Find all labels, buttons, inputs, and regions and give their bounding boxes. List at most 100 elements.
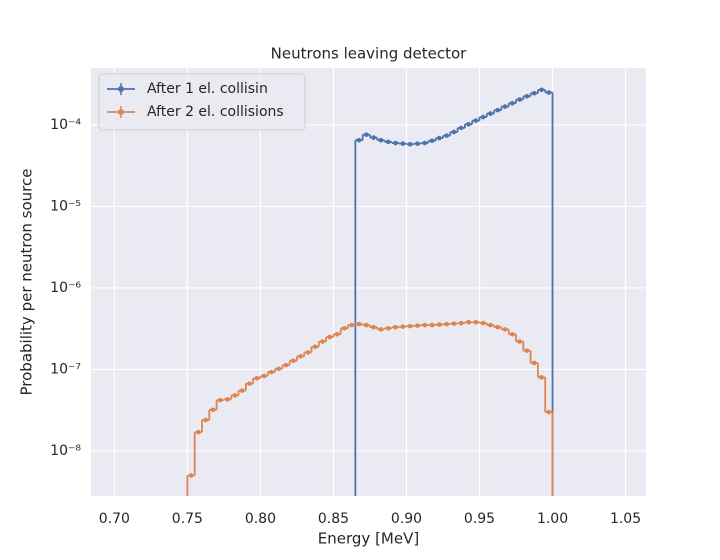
marker xyxy=(422,140,428,146)
marker xyxy=(422,322,428,328)
marker xyxy=(451,321,457,326)
marker xyxy=(217,397,223,403)
marker xyxy=(415,141,420,146)
marker xyxy=(305,350,311,355)
marker xyxy=(429,322,435,328)
marker xyxy=(510,100,515,106)
marker xyxy=(400,141,406,146)
x-tick-label: 0.90 xyxy=(391,511,422,527)
legend-label: After 2 el. collisions xyxy=(147,104,284,120)
marker xyxy=(429,138,435,144)
marker xyxy=(531,90,537,96)
marker xyxy=(188,473,194,478)
x-tick-label: 1.00 xyxy=(537,511,568,527)
x-tick-label: 0.75 xyxy=(172,511,203,527)
marker xyxy=(517,339,522,344)
marker xyxy=(531,360,537,366)
marker xyxy=(393,140,398,146)
marker xyxy=(385,325,391,331)
marker xyxy=(539,375,544,380)
marker xyxy=(298,353,303,359)
marker xyxy=(269,369,274,375)
marker xyxy=(196,429,201,435)
marker xyxy=(473,319,479,325)
marker xyxy=(393,324,398,330)
marker xyxy=(364,322,369,328)
marker xyxy=(232,393,238,398)
x-tick-label: 0.80 xyxy=(245,511,276,527)
marker xyxy=(342,325,347,331)
marker xyxy=(371,135,376,140)
x-tick-label: 0.70 xyxy=(99,511,130,527)
marker xyxy=(451,129,457,135)
marker xyxy=(495,107,501,113)
marker xyxy=(247,381,252,386)
legend-marker xyxy=(118,109,124,115)
marker xyxy=(356,137,362,143)
marker xyxy=(203,417,208,423)
marker xyxy=(466,319,471,325)
marker xyxy=(320,339,325,344)
legend-box xyxy=(98,73,306,131)
marker xyxy=(510,331,515,337)
marker xyxy=(546,409,552,415)
chart-title: Neutrons leaving detector xyxy=(271,45,468,63)
marker xyxy=(356,321,362,327)
marker xyxy=(480,114,486,120)
marker xyxy=(290,358,296,364)
marker xyxy=(539,87,544,93)
y-tick-label: 10⁻⁷ xyxy=(50,361,81,377)
marker xyxy=(407,323,413,329)
marker xyxy=(502,104,508,109)
marker xyxy=(334,331,340,337)
marker xyxy=(407,141,413,147)
marker xyxy=(502,327,508,332)
marker xyxy=(466,121,471,127)
marker xyxy=(444,133,449,138)
y-tick-label: 10⁻⁶ xyxy=(50,280,81,296)
marker xyxy=(371,324,376,330)
marker xyxy=(437,135,442,141)
marker xyxy=(283,362,289,368)
marker xyxy=(312,344,318,350)
x-tick-label: 0.95 xyxy=(464,511,495,527)
legend-marker xyxy=(118,86,124,92)
marker xyxy=(458,125,464,131)
marker xyxy=(261,373,267,379)
marker xyxy=(276,366,281,372)
marker xyxy=(517,97,522,102)
marker xyxy=(210,407,216,413)
legend-label: After 1 el. collisin xyxy=(147,81,268,97)
marker xyxy=(546,90,552,95)
marker xyxy=(378,137,384,143)
x-tick-label: 0.85 xyxy=(318,511,349,527)
marker xyxy=(378,327,384,332)
x-axis-label: Energy [MeV] xyxy=(318,530,419,548)
plot-area xyxy=(91,68,646,496)
marker xyxy=(327,334,333,340)
marker xyxy=(254,375,260,381)
marker xyxy=(524,93,530,99)
y-tick-label: 10⁻⁵ xyxy=(50,198,81,214)
marker xyxy=(400,324,406,329)
x-tick-label: 1.05 xyxy=(610,511,641,527)
y-tick-label: 10⁻⁸ xyxy=(50,443,81,459)
marker xyxy=(349,322,355,328)
marker xyxy=(364,132,369,137)
marker xyxy=(488,322,493,328)
marker xyxy=(524,348,530,353)
marker xyxy=(225,397,230,402)
marker xyxy=(444,321,449,327)
y-axis-label: Probability per neutron source xyxy=(18,169,36,396)
y-tick-label: 10⁻⁴ xyxy=(50,117,81,133)
marker xyxy=(495,324,501,330)
marker xyxy=(415,323,420,328)
marker xyxy=(437,322,442,327)
marker xyxy=(458,320,464,326)
marker xyxy=(488,111,493,116)
marker xyxy=(239,388,245,393)
marker xyxy=(480,320,486,326)
marker xyxy=(473,118,479,123)
marker xyxy=(385,139,391,145)
